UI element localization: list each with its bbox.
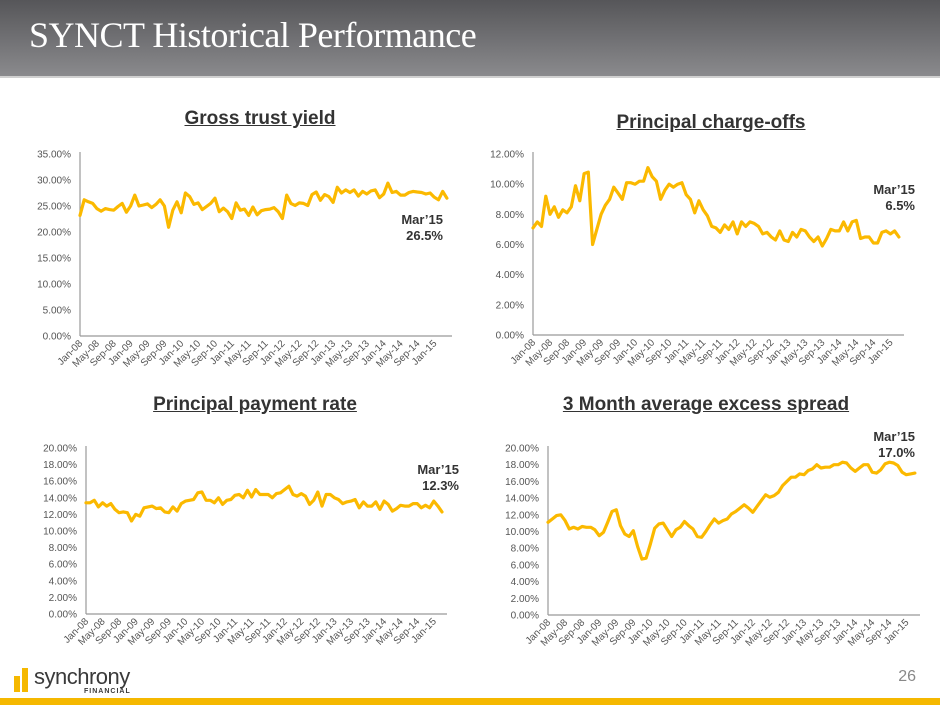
chart-title-principal-charge-offs: Principal charge-offs bbox=[616, 112, 806, 133]
annotation-value: 26.5% bbox=[406, 228, 443, 243]
y-tick-label: 25.00% bbox=[37, 202, 71, 213]
y-tick-label: 14.00% bbox=[505, 494, 539, 505]
chart-title-principal-payment-rate: Principal payment rate bbox=[153, 394, 357, 415]
y-tick-label: 35.00% bbox=[37, 150, 71, 161]
y-tick-label: 0.00% bbox=[511, 611, 539, 622]
annotation-value: 12.3% bbox=[422, 478, 459, 493]
y-tick-label: 2.00% bbox=[49, 593, 77, 604]
y-tick-label: 8.00% bbox=[496, 210, 524, 221]
y-tick-label: 8.00% bbox=[511, 544, 539, 555]
y-tick-label: 0.00% bbox=[496, 331, 524, 342]
logo-wordmark: synchrony bbox=[34, 664, 130, 689]
annotation-label: Mar’15 bbox=[401, 212, 443, 227]
page-number: 26 bbox=[898, 668, 916, 685]
y-tick-label: 2.00% bbox=[511, 594, 539, 605]
footer-bar bbox=[0, 698, 940, 705]
y-tick-label: 10.00% bbox=[37, 280, 71, 291]
y-tick-label: 5.00% bbox=[43, 306, 71, 317]
page-title: SYNCT Historical Performance bbox=[29, 15, 477, 55]
y-tick-label: 4.00% bbox=[49, 576, 77, 587]
y-tick-label: 10.00% bbox=[505, 527, 539, 538]
logo-subtitle: FINANCIAL bbox=[84, 688, 131, 695]
y-tick-label: 0.00% bbox=[43, 332, 71, 343]
logo-mark-bar bbox=[14, 676, 20, 692]
y-tick-label: 12.00% bbox=[43, 510, 77, 521]
y-tick-label: 2.00% bbox=[496, 300, 524, 311]
annotation-label: Mar’15 bbox=[417, 462, 459, 477]
y-tick-label: 20.00% bbox=[43, 444, 77, 455]
synchrony-logo: synchrony FINANCIAL bbox=[12, 662, 152, 698]
y-tick-label: 16.00% bbox=[505, 477, 539, 488]
y-tick-label: 18.00% bbox=[43, 460, 77, 471]
chart-gross-trust-yield: 0.00% 5.00% 10.00% 15.00% 20.00% 25.00% 30.00%… bbox=[37, 150, 452, 370]
chart-excess-spread: 0.00% 2.00% 4.00% 6.00% 8.00% 10.00% 12.00% 14.… bbox=[505, 444, 920, 649]
y-tick-label: 8.00% bbox=[49, 543, 77, 554]
y-tick-label: 6.00% bbox=[49, 560, 77, 571]
annotation-gross-trust-yield: Mar’15 26.5% bbox=[401, 212, 443, 244]
y-tick-label: 16.00% bbox=[43, 477, 77, 488]
chart-title-excess-spread: 3 Month average excess spread bbox=[562, 394, 850, 415]
y-tick-label: 15.00% bbox=[37, 254, 71, 265]
y-tick-label: 0.00% bbox=[49, 610, 77, 621]
y-tick-label: 10.00% bbox=[43, 527, 77, 538]
chart-principal-payment-rate: 0.00% 2.00% 4.00% 6.00% 8.00% 10.00% 12.00% 14.… bbox=[43, 444, 447, 648]
annotation-label: Mar’15 bbox=[873, 429, 915, 444]
y-tick-label: 20.00% bbox=[505, 444, 539, 455]
y-tick-label: 18.00% bbox=[505, 460, 539, 471]
y-tick-label: 30.00% bbox=[37, 176, 71, 187]
y-tick-label: 20.00% bbox=[37, 228, 71, 239]
series-line-excess-spread bbox=[546, 460, 917, 561]
y-tick-label: 4.00% bbox=[511, 577, 539, 588]
annotation-principal-payment-rate: Mar’15 12.3% bbox=[417, 462, 459, 494]
y-tick-label: 12.00% bbox=[490, 150, 524, 161]
chart-title-gross-trust-yield: Gross trust yield bbox=[184, 108, 336, 129]
annotation-value: 6.5% bbox=[885, 198, 915, 213]
series-line-principal-charge-offs bbox=[531, 166, 901, 248]
annotation-principal-charge-offs: Mar’15 6.5% bbox=[873, 182, 915, 214]
annotation-excess-spread: Mar’15 17.0% bbox=[873, 429, 915, 461]
annotation-label: Mar’15 bbox=[873, 182, 915, 197]
y-tick-label: 10.00% bbox=[490, 180, 524, 191]
y-tick-label: 6.00% bbox=[511, 560, 539, 571]
y-tick-label: 4.00% bbox=[496, 270, 524, 281]
header-banner: SYNCT Historical Performance bbox=[0, 0, 940, 78]
series-line-gross-trust-yield bbox=[78, 181, 449, 229]
y-tick-label: 6.00% bbox=[496, 240, 524, 251]
chart-principal-charge-offs: 0.00%2.00%4.00%6.00%8.00%10.00%12.00%Jan… bbox=[490, 150, 904, 369]
logo-mark-bar bbox=[22, 668, 28, 692]
y-tick-label: 14.00% bbox=[43, 493, 77, 504]
annotation-value: 17.0% bbox=[878, 445, 915, 460]
series-line-principal-payment-rate bbox=[84, 484, 444, 523]
y-tick-label: 12.00% bbox=[505, 510, 539, 521]
